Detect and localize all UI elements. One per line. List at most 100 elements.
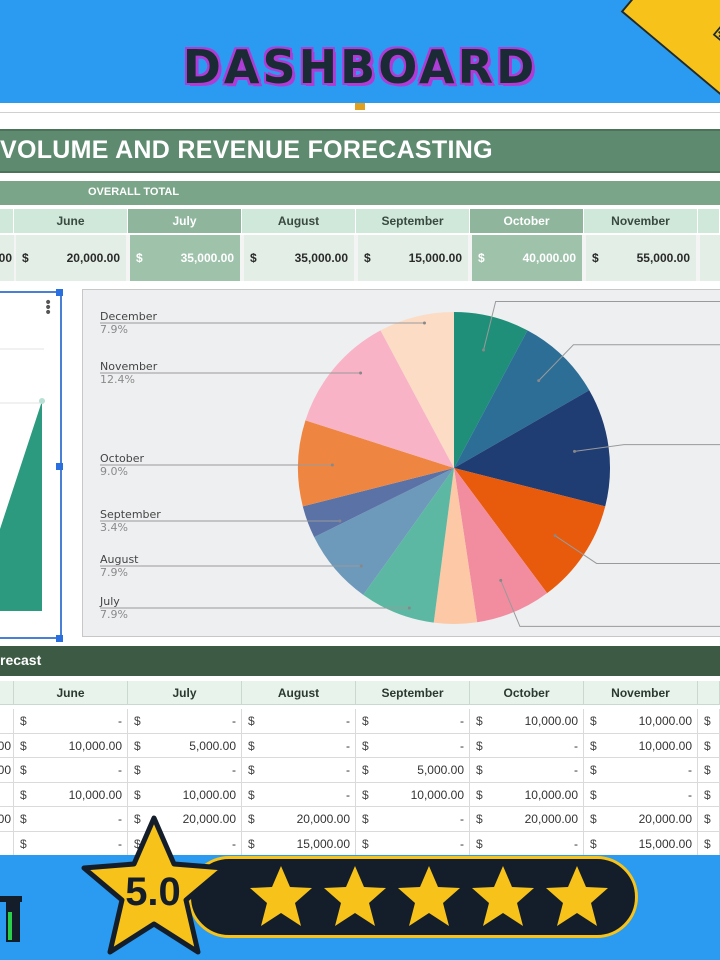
table-cell[interactable]: $10,000.00 bbox=[128, 782, 242, 807]
table-cell[interactable]: $ - bbox=[242, 782, 356, 807]
cell-value: 20,000.00 bbox=[524, 812, 578, 827]
pie-slice-may[interactable] bbox=[454, 468, 548, 623]
forecast-month-header[interactable]: July bbox=[128, 681, 242, 705]
currency-symbol: $ bbox=[590, 714, 597, 728]
table-cell[interactable]: $15,000.00 bbox=[584, 832, 698, 855]
table-cell[interactable] bbox=[0, 782, 14, 807]
table-cell[interactable]: $10,000.00 bbox=[356, 782, 470, 807]
currency-symbol: $ bbox=[704, 763, 711, 778]
area-series bbox=[0, 401, 42, 611]
month-header-cell[interactable]: November bbox=[584, 209, 698, 233]
table-cell[interactable]: $5,000.00 bbox=[128, 733, 242, 758]
table-cell[interactable]: 00 bbox=[0, 758, 14, 783]
month-header-cell[interactable] bbox=[0, 209, 14, 233]
resize-handle[interactable] bbox=[56, 289, 63, 296]
table-cell[interactable]: $ - bbox=[128, 758, 242, 783]
pie-slice-january[interactable] bbox=[454, 312, 528, 468]
total-cell[interactable]: 00 bbox=[0, 235, 14, 281]
month-header-cell[interactable]: June bbox=[14, 209, 128, 233]
table-cell[interactable]: $ - bbox=[356, 807, 470, 832]
month-header-cell[interactable] bbox=[698, 681, 720, 705]
total-cell[interactable]: $55,000.00 bbox=[586, 235, 696, 281]
table-cell[interactable] bbox=[0, 709, 14, 733]
table-cell[interactable]: $10,000.00 bbox=[14, 782, 128, 807]
table-cell[interactable]: $ - bbox=[470, 733, 584, 758]
table-cell[interactable]: $ - bbox=[14, 709, 128, 733]
resize-handle[interactable] bbox=[56, 635, 63, 642]
month-header-cell[interactable]: October bbox=[470, 209, 584, 233]
pie-slice-june[interactable] bbox=[433, 468, 478, 624]
table-cell[interactable]: $15,000.00 bbox=[242, 832, 356, 855]
pie-chart-card[interactable]: December 7.9% November 12.4% October 9.0% Sept… bbox=[82, 289, 720, 637]
pie-slice-march[interactable] bbox=[454, 390, 610, 507]
total-value: 55,000.00 bbox=[636, 251, 690, 265]
pie-slice-february[interactable] bbox=[454, 330, 590, 468]
pie-slice-december[interactable] bbox=[380, 312, 454, 468]
star-icon bbox=[472, 866, 534, 926]
table-cell[interactable]: $ - bbox=[242, 758, 356, 783]
selection-handle[interactable] bbox=[354, 103, 366, 111]
spreadsheet: VOLUME AND REVENUE FORECASTING OVERALL T… bbox=[0, 103, 720, 855]
pie-slice-october[interactable] bbox=[298, 420, 454, 507]
table-cell[interactable]: $10,000.00 bbox=[584, 733, 698, 758]
month-header-cell[interactable]: July bbox=[128, 209, 242, 233]
forecast-month-header[interactable]: October bbox=[470, 681, 584, 705]
table-cell[interactable]: $10,000.00 bbox=[470, 709, 584, 733]
resize-handle[interactable] bbox=[56, 463, 63, 470]
table-cell[interactable]: $20,000.00 bbox=[470, 807, 584, 832]
forecast-month-header[interactable]: September bbox=[356, 681, 470, 705]
total-cell[interactable]: $15,000.00 bbox=[358, 235, 468, 281]
total-cell[interactable]: $35,000.00 bbox=[130, 235, 240, 281]
table-cell[interactable]: $ - bbox=[356, 733, 470, 758]
table-cell[interactable]: $ - bbox=[14, 758, 128, 783]
month-header-cell[interactable] bbox=[0, 681, 14, 705]
table-cell[interactable] bbox=[0, 832, 14, 855]
table-cell[interactable]: $ bbox=[698, 832, 720, 855]
table-cell[interactable]: 00 bbox=[0, 733, 14, 758]
pie-label-percent: 3.4% bbox=[100, 521, 128, 534]
table-cell[interactable]: 00 bbox=[0, 807, 14, 832]
table-cell[interactable]: $ - bbox=[470, 832, 584, 855]
table-cell[interactable]: $10,000.00 bbox=[584, 709, 698, 733]
pie-slice-april[interactable] bbox=[454, 468, 606, 594]
chart-menu-icon[interactable]: • • • bbox=[44, 295, 53, 321]
table-cell[interactable]: $ - bbox=[242, 709, 356, 733]
table-cell[interactable]: $ - bbox=[128, 709, 242, 733]
table-cell[interactable]: $ - bbox=[584, 782, 698, 807]
total-cell[interactable]: $40,000.00 bbox=[472, 235, 582, 281]
table-cell[interactable]: $ bbox=[698, 782, 720, 807]
table-cell[interactable]: $ bbox=[698, 807, 720, 832]
table-cell[interactable]: $ - bbox=[356, 709, 470, 733]
table-cell[interactable]: $ - bbox=[14, 807, 128, 832]
total-cell[interactable]: $20,000.00 bbox=[16, 235, 126, 281]
pie-slice-november[interactable] bbox=[305, 330, 454, 468]
total-cell[interactable]: $35,000.00 bbox=[244, 235, 354, 281]
month-header-cell[interactable] bbox=[698, 209, 720, 233]
month-header-cell[interactable]: August bbox=[242, 209, 356, 233]
cell-value: - bbox=[232, 763, 236, 778]
month-header-cell[interactable]: September bbox=[356, 209, 470, 233]
table-cell[interactable]: $ - bbox=[356, 832, 470, 855]
table-cell[interactable]: $ - bbox=[242, 733, 356, 758]
forecast-month-header[interactable]: August bbox=[242, 681, 356, 705]
pie-slice-august[interactable] bbox=[314, 468, 454, 595]
table-cell[interactable]: $ - bbox=[470, 758, 584, 783]
table-cell[interactable]: $ bbox=[698, 709, 720, 733]
table-cell[interactable]: $ bbox=[698, 758, 720, 783]
table-cell[interactable]: $5,000.00 bbox=[356, 758, 470, 783]
star-icon bbox=[250, 866, 312, 926]
table-cell[interactable]: $10,000.00 bbox=[470, 782, 584, 807]
table-cell[interactable]: $20,000.00 bbox=[128, 807, 242, 832]
table-cell[interactable]: $10,000.00 bbox=[14, 733, 128, 758]
table-cell[interactable]: $20,000.00 bbox=[584, 807, 698, 832]
table-cell[interactable]: $ - bbox=[128, 832, 242, 855]
pie-slice-july[interactable] bbox=[363, 468, 454, 623]
forecast-month-header[interactable]: June bbox=[14, 681, 128, 705]
table-cell[interactable]: $20,000.00 bbox=[242, 807, 356, 832]
table-cell[interactable]: $ - bbox=[584, 758, 698, 783]
table-cell[interactable]: $ bbox=[698, 733, 720, 758]
area-chart[interactable]: • • • bbox=[0, 289, 63, 642]
table-cell[interactable]: $ - bbox=[14, 832, 128, 855]
forecast-month-header[interactable]: November bbox=[584, 681, 698, 705]
total-cell[interactable] bbox=[700, 235, 720, 281]
